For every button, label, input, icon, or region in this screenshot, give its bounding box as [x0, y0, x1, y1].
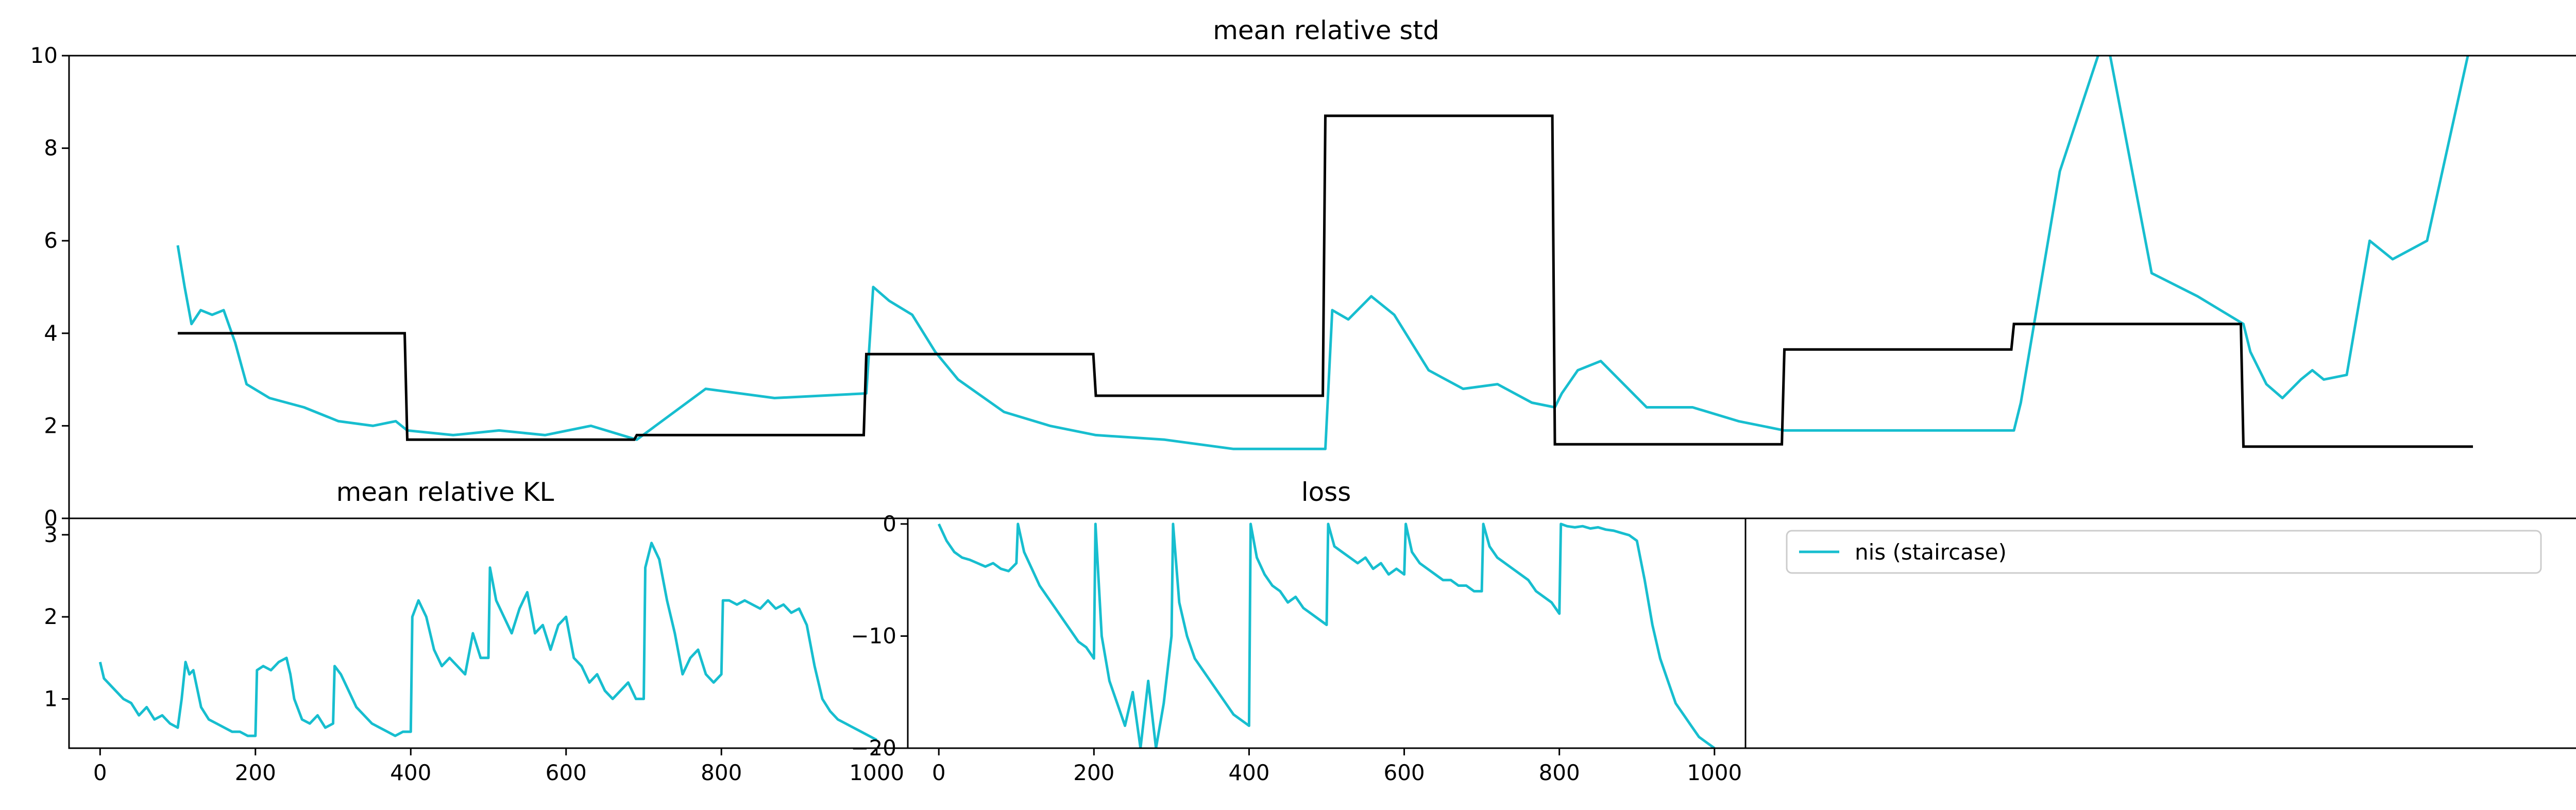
- series-line-black: [178, 114, 2473, 448]
- x-tick-label: 0: [932, 760, 946, 785]
- y-tick-label: 6: [44, 228, 58, 253]
- legend-panel: nis (staircase): [1744, 517, 2576, 749]
- y-tick-label: 0: [44, 505, 58, 531]
- y-tick-label: 1: [44, 686, 58, 711]
- y-tick-label: 2: [44, 413, 58, 438]
- legend: nis (staircase): [1786, 530, 2542, 574]
- x-tick-label: 200: [1073, 760, 1114, 785]
- x-tick-label: 400: [1228, 760, 1269, 785]
- x-tick-label: 1000: [849, 760, 904, 785]
- std-chart-title: mean relative std: [1213, 15, 1439, 45]
- y-tick-label: 0: [883, 511, 896, 536]
- legend-label: nis (staircase): [1855, 539, 2007, 565]
- std-series-group: [176, 56, 2473, 450]
- x-tick-label: 0: [93, 760, 107, 785]
- y-tick-label: 10: [30, 43, 58, 68]
- y-tick-label: −10: [851, 623, 896, 648]
- legend-panel-frame: [1744, 517, 2576, 749]
- y-tick-label: 4: [44, 320, 58, 346]
- legend-box: [1786, 530, 2542, 574]
- x-tick-label: 800: [701, 760, 742, 785]
- kl-chart-title: mean relative KL: [336, 477, 554, 507]
- y-tick-label: 8: [44, 136, 58, 161]
- kl-series-group: [98, 542, 877, 741]
- y-tick-label: 3: [44, 522, 58, 547]
- std-y-axis: 0 2 4 6 8 10: [30, 43, 69, 531]
- x-tick-label: 200: [235, 760, 276, 785]
- x-tick-label: 1000: [1687, 760, 1742, 785]
- loss-series-group: [937, 522, 1716, 748]
- series-line-cyan: [176, 56, 2469, 450]
- x-tick-label: 600: [1383, 760, 1425, 785]
- x-tick-label: 600: [546, 760, 587, 785]
- series-line-0: [98, 542, 877, 741]
- loss-x-axis: 0 200 400 600 800 1000: [932, 748, 1742, 785]
- std-panel: mean relative std 0 2 4 6 8 10: [30, 15, 2576, 531]
- series-line-0: [937, 522, 1716, 748]
- y-tick-label: 2: [44, 604, 58, 629]
- loss-panel: loss 0 −10 −20 0 200 400 600 800 1000: [851, 477, 1747, 785]
- loss-y-axis: 0 −10 −20: [851, 511, 908, 761]
- kl-x-axis: 0 200 400 600 800 1000: [93, 748, 904, 785]
- y-tick-label: −20: [851, 735, 896, 761]
- x-tick-label: 400: [390, 760, 431, 785]
- kl-panel: mean relative KL 1 2 3 0 200 400 600 800 1000: [44, 477, 909, 785]
- kl-y-axis: 1 2 3: [44, 522, 69, 711]
- x-tick-label: 800: [1539, 760, 1580, 785]
- loss-chart-title: loss: [1301, 477, 1351, 507]
